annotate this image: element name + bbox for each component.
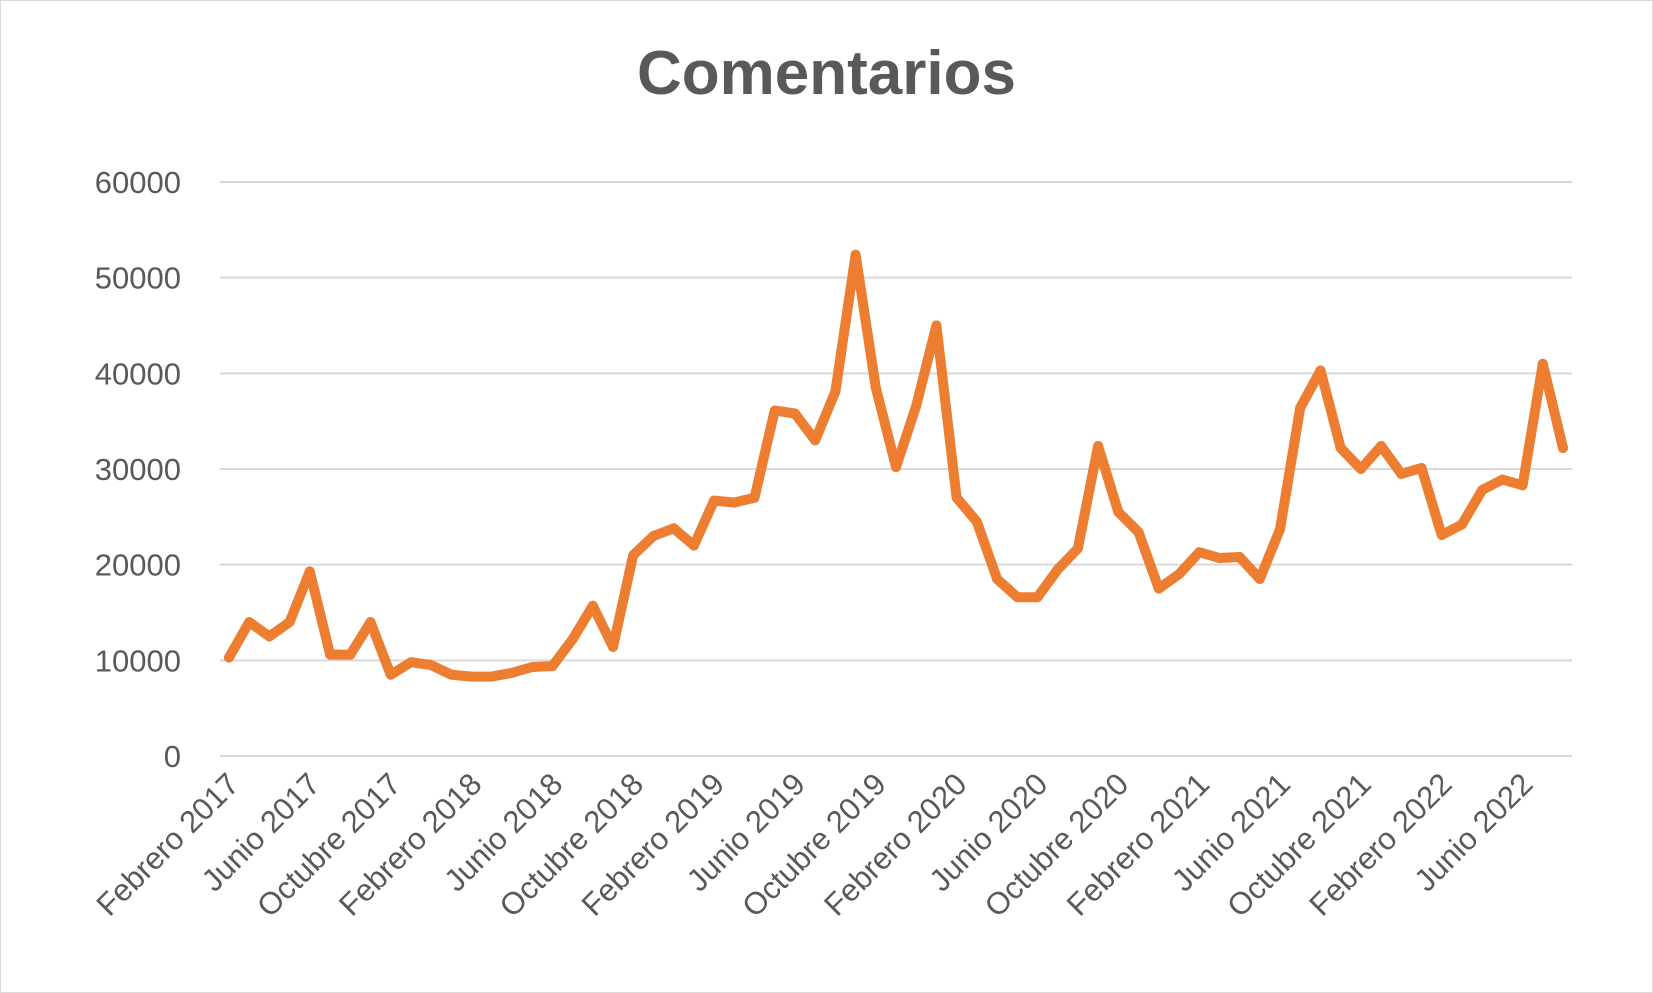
data-point [749,492,760,503]
y-tick-label: 30000 [95,452,181,487]
data-point [1275,524,1286,535]
data-point [405,657,416,668]
data-point [931,320,942,331]
data-point [345,649,356,660]
data-point [1477,485,1488,496]
data-point [971,516,982,527]
y-tick-label: 50000 [95,261,181,296]
data-point [527,662,538,673]
data-point [264,631,275,642]
data-point [1234,552,1245,563]
data-point [1052,564,1063,575]
y-tick-label: 20000 [95,548,181,583]
y-tick-label: 0 [164,739,181,774]
data-point [1133,527,1144,538]
data-point [709,495,720,506]
data-point [1254,574,1265,585]
data-point [1396,468,1407,479]
data-point [1113,507,1124,518]
data-point [1436,530,1447,541]
data-point [648,530,659,541]
data-point [951,492,962,503]
data-point [506,667,517,678]
data-point [426,660,437,671]
data-point [1194,547,1205,558]
data-point [325,649,336,660]
data-point [870,382,881,393]
data-point [992,574,1003,585]
data-point [1456,519,1467,530]
data-point [769,405,780,416]
series-layer [224,249,1568,682]
data-point [567,634,578,645]
data-point [1072,543,1083,554]
data-point [1537,358,1548,369]
data-point [1093,441,1104,452]
data-point [304,566,315,577]
data-point [810,435,821,446]
data-point [1497,474,1508,485]
data-point [1012,592,1023,603]
data-point [789,408,800,419]
data-point [1295,402,1306,413]
data-point [1173,569,1184,580]
data-point [1153,583,1164,594]
data-point [850,249,861,260]
data-point [668,523,679,534]
data-point [466,671,477,682]
data-point [547,661,558,672]
data-point [224,652,234,663]
data-point [1355,464,1366,474]
y-tick-label: 10000 [95,643,181,678]
data-point [365,617,376,628]
data-point [1315,365,1326,376]
data-point [446,669,457,680]
data-point [1376,441,1387,452]
y-axis-ticks: 0 10000 20000 30000 40000 50000 60000 [95,165,181,774]
chart-title: Comentarios [637,39,1016,108]
data-point [830,386,841,397]
y-tick-label: 40000 [95,356,181,391]
data-point [1335,442,1346,453]
data-point [688,540,699,551]
y-tick-label: 60000 [95,165,181,200]
data-point [587,600,598,611]
data-point [608,641,619,652]
data-point [1517,480,1528,491]
data-point [1558,442,1568,453]
data-point [628,550,639,561]
data-point [729,497,740,508]
data-point [891,462,901,473]
gridlines [220,181,1572,757]
data-point [385,669,396,680]
data-point [244,617,255,628]
data-point [486,671,497,682]
data-point [1416,463,1427,474]
data-point [911,400,922,411]
data-point [1032,592,1043,603]
data-point [284,617,295,628]
data-point [1214,552,1225,563]
